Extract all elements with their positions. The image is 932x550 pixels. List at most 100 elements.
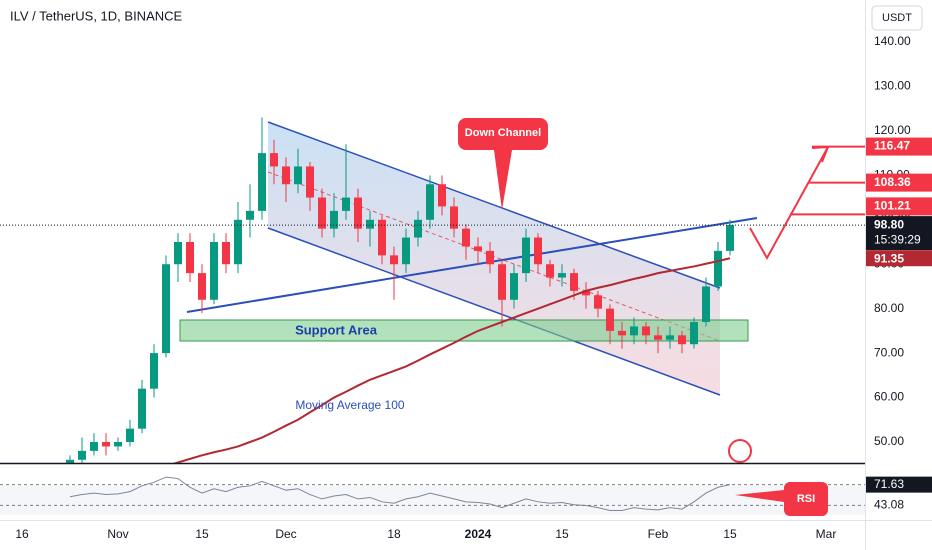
candle-body	[294, 166, 302, 185]
rsi-label: RSI	[797, 493, 815, 505]
candle-body	[546, 264, 554, 278]
x-tick-label: 2024	[465, 527, 492, 541]
channel-lower	[267, 227, 721, 396]
x-tick-label: 15	[555, 527, 569, 541]
candle-body	[258, 153, 266, 211]
candle-body	[702, 286, 710, 322]
x-tick-label: 15	[723, 527, 737, 541]
ma-box	[866, 250, 932, 267]
rsi-pane	[0, 476, 865, 515]
candle-body	[666, 335, 674, 340]
candle-body	[534, 237, 542, 265]
candle-body	[354, 197, 362, 229]
candle-body	[246, 210, 254, 220]
candle-body	[438, 184, 446, 207]
y-tick-label: 60.00	[874, 390, 904, 404]
candle-body	[486, 250, 494, 265]
rsi-tick-box	[866, 497, 932, 514]
candle-body	[690, 322, 698, 345]
trend-line	[186, 217, 758, 313]
x-tick-label: Mar	[816, 527, 837, 541]
price-label: 108.36	[874, 175, 911, 189]
candle-body	[342, 197, 350, 211]
logo	[728, 439, 752, 463]
candle-body	[210, 242, 218, 300]
price-box	[866, 173, 932, 192]
candle-body	[642, 326, 650, 336]
candle-body	[594, 295, 602, 309]
rsi-line	[69, 476, 731, 512]
x-tick-label: Feb	[648, 527, 669, 541]
candle-body	[450, 206, 458, 229]
candle-body	[126, 428, 134, 442]
candle-body	[282, 166, 290, 185]
marks	[0, 117, 865, 515]
candle-body	[426, 184, 434, 220]
candle-body	[66, 459, 74, 463]
candle-body	[462, 228, 470, 247]
candle-body	[654, 335, 662, 340]
candle-body	[726, 225, 734, 251]
candle-body	[558, 273, 566, 278]
candle-body	[606, 308, 614, 331]
ma-label: Moving Average 100	[295, 398, 405, 412]
candle-body	[510, 273, 518, 300]
candle-body	[714, 250, 722, 287]
ma-last: 91.35	[874, 251, 904, 265]
rsi-tick-label: 71.63	[874, 477, 904, 491]
candle-body	[618, 330, 626, 336]
candle-body	[474, 246, 482, 251]
rsi-band	[0, 485, 865, 515]
candle-body	[90, 442, 98, 451]
candle-body	[678, 335, 686, 345]
candle-body	[630, 326, 638, 336]
candle-body	[306, 166, 314, 198]
candle-body	[330, 210, 338, 229]
last-price: 98.80	[874, 217, 904, 231]
candle-body	[570, 273, 578, 291]
y-tick-label: 130.00	[874, 79, 911, 93]
channel-upper	[267, 121, 721, 289]
candle-body	[390, 255, 398, 265]
x-tick-label: 18	[387, 527, 401, 541]
y-tick-label: 50.00	[874, 434, 904, 448]
projection	[749, 146, 829, 261]
price-box	[866, 197, 932, 216]
x-tick-label: 16	[15, 527, 29, 541]
last-price-box	[866, 216, 932, 251]
price-label: 116.47	[874, 139, 910, 153]
rsi-tick-label: 43.08	[874, 498, 904, 512]
candle-body	[186, 242, 194, 274]
callout-text: Down Channel	[465, 127, 541, 139]
price-pane	[66, 117, 734, 463]
candle-body	[198, 273, 206, 300]
price-label: 101.21	[874, 199, 911, 213]
callout	[458, 118, 548, 210]
chart-title: ILV / TetherUS, 1D, BINANCE	[10, 8, 183, 23]
price-box	[866, 137, 932, 156]
y-tick-label: 120.00	[874, 123, 911, 137]
candle-body	[522, 237, 530, 274]
x-tick-label: 15	[195, 527, 209, 541]
candle-body	[378, 219, 386, 256]
rsi-callout	[735, 482, 828, 516]
candle-body	[150, 353, 158, 389]
candle-body	[270, 153, 278, 167]
candle-body	[402, 237, 410, 265]
currency[interactable]: USDT	[882, 12, 912, 24]
candle-body	[582, 290, 590, 296]
rsi-tick-box	[866, 476, 932, 493]
candle-body	[138, 388, 146, 429]
candle-body	[222, 242, 230, 265]
countdown: 15:39:29	[874, 232, 921, 246]
candle-body	[102, 442, 110, 447]
y-tick-label: 70.00	[874, 345, 904, 359]
candle-body	[318, 197, 326, 229]
candle-body	[414, 219, 422, 238]
candle-body	[162, 264, 170, 354]
candle-body	[78, 450, 86, 460]
currency-button[interactable]	[871, 5, 923, 31]
price-axis: 140.00130.00120.00110.00100.0090.0080.00…	[15, 34, 932, 541]
